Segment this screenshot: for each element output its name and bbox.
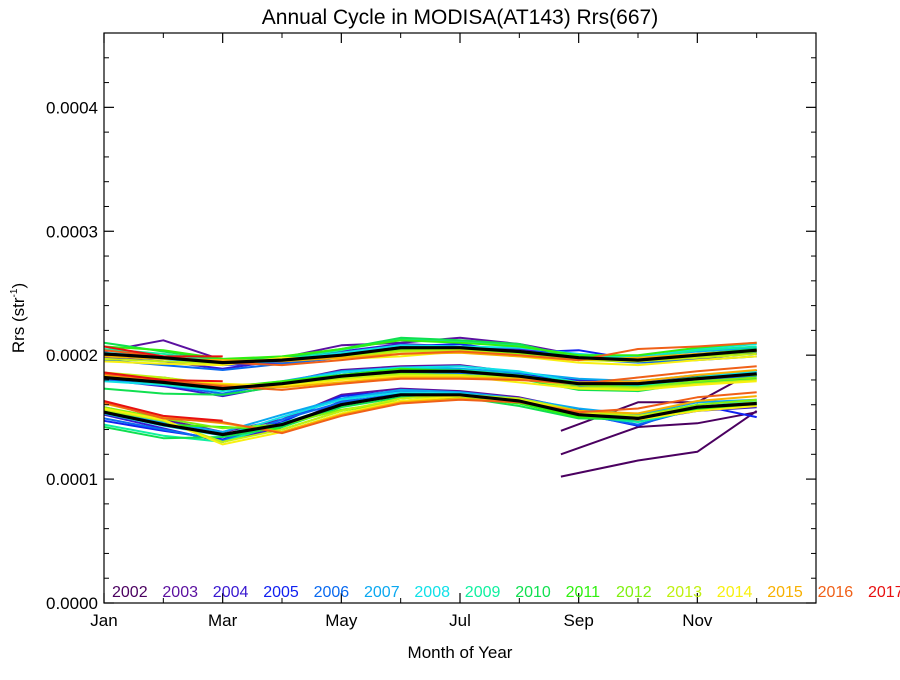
legend-entry-2007: 2007 <box>364 584 400 601</box>
y-tick-label: 0.0000 <box>46 594 98 613</box>
legend-entry-2010: 2010 <box>515 584 551 601</box>
legend-entry-2002: 2002 <box>112 584 148 601</box>
mean-line-band-0 <box>103 346 757 365</box>
legend: 2002 2003 2004 2005 2006 2007 2008 2009 2010 2011… <box>112 584 900 601</box>
series-line-2014-band-1 <box>103 375 757 391</box>
mean-lines-layer <box>103 346 757 437</box>
y-tick-label: 0.0004 <box>46 98 98 117</box>
series-line-2011-band-0 <box>103 339 757 360</box>
legend-entry-2014: 2014 <box>717 584 753 601</box>
legend-entry-2004: 2004 <box>213 584 249 601</box>
legend-entry-2011: 2011 <box>566 584 601 601</box>
series-line-2016-band-2 <box>103 391 757 435</box>
x-axis-label: Month of Year <box>408 643 513 662</box>
y-axis-label-close: ) <box>9 283 28 289</box>
mean-line-band-2 <box>103 393 757 437</box>
y-tick-label: 0.0003 <box>46 222 98 241</box>
legend-entry-2013: 2013 <box>666 584 702 601</box>
legend-entry-2006: 2006 <box>314 584 350 601</box>
x-tick-label: Nov <box>682 611 713 630</box>
legend-entry-2015: 2015 <box>767 584 803 601</box>
x-tick-label: May <box>325 611 358 630</box>
axis-ticks-layer: 0.0000 0.0001 0.0002 0.0003 0.0004 Jan Mar May J… <box>46 33 816 630</box>
series-line-2002-band-0 <box>560 410 758 478</box>
chart-title: Annual Cycle in MODISA(AT143) Rrs(667) <box>262 6 658 29</box>
series-line-2016-band-1 <box>103 365 757 391</box>
mean-line-band-1 <box>103 369 757 391</box>
series-line-2013-band-2 <box>103 393 757 443</box>
y-axis-label: Rrs (str-1) <box>9 283 28 353</box>
legend-entry-2012: 2012 <box>616 584 652 601</box>
series-line-2017-band-2 <box>103 400 223 422</box>
x-tick-label: Jan <box>90 611 117 630</box>
x-tick-label: Jul <box>449 611 471 630</box>
legend-entry-2016: 2016 <box>818 584 854 601</box>
legend-entry-2009: 2009 <box>465 584 501 601</box>
y-axis-label-superscript: -1 <box>9 288 20 297</box>
y-tick-label: 0.0001 <box>46 470 98 489</box>
legend-entry-2008: 2008 <box>414 584 450 601</box>
legend-entry-2005: 2005 <box>263 584 299 601</box>
series-line-2002-band-1 <box>560 411 757 456</box>
series-line-2007-band-2 <box>103 388 757 433</box>
x-tick-label: Sep <box>564 611 594 630</box>
legend-entry-2003: 2003 <box>162 584 198 601</box>
series-line-2017-band-1 <box>103 371 223 383</box>
y-tick-label: 0.0002 <box>46 346 98 365</box>
legend-entry-2017: 2017 <box>868 584 900 601</box>
x-tick-label: Mar <box>208 611 238 630</box>
y-axis-label-main: Rrs (str <box>9 297 28 353</box>
